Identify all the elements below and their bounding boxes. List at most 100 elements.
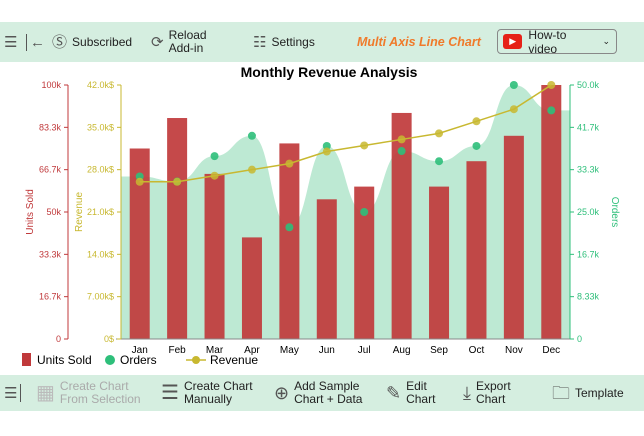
revenue-tick-label: 28.0k$ (87, 165, 114, 175)
revenue-tick-label: 14.0k$ (87, 249, 114, 259)
revenue-point-Mar (210, 171, 219, 180)
label: Template (575, 385, 624, 400)
edit-chart-button[interactable]: ✎ Edit Chart (386, 380, 435, 406)
create-manually-button[interactable]: ☰ Create Chart Manually (161, 380, 253, 406)
howto-label: How-to video (528, 27, 567, 56)
units-tick-label: 33.3k (39, 249, 62, 259)
revenue-tick-label: 21.0k$ (87, 207, 114, 217)
units-bar-Sep (429, 186, 450, 339)
template-icon: 🗀 (552, 382, 570, 403)
units-tick-label: 66.7k (39, 165, 62, 175)
revenue-tick-label: 42.0k$ (87, 80, 114, 90)
orders-point-Nov (509, 81, 518, 89)
orders-tick-label: 25.0k (577, 207, 600, 217)
revenue-point-Apr (247, 165, 256, 174)
revenue-point-Jan (135, 177, 144, 186)
units-tick-label: 0 (56, 334, 61, 344)
orders-point-Jun (322, 141, 331, 150)
revenue-point-Dec (547, 81, 556, 89)
revenue-point-Sep (435, 129, 444, 138)
units-bar-Nov (503, 135, 524, 339)
revenue-point-Feb (173, 177, 182, 186)
label: Chart (475, 392, 506, 406)
youtube-icon: ▶ (503, 34, 523, 49)
create-from-selection-button[interactable]: ▦ Create Chart From Selection (36, 380, 141, 406)
units-bar-Apr (241, 237, 262, 339)
x-tick-label: Oct (469, 345, 485, 356)
orders-point-May (285, 223, 294, 232)
orders-tick-label: 8.33k (577, 292, 600, 302)
units-bar-Oct (466, 161, 487, 339)
units-tick-label: 50k (46, 207, 61, 217)
chart: Monthly Revenue Analysis Jan Feb Mar Apr May J… (22, 64, 620, 367)
revenue-point-Jun (322, 147, 331, 156)
dollar-circle-icon: Ⓢ (52, 33, 68, 51)
addin-label: Add-in (168, 41, 204, 55)
x-tick-label: Feb (169, 345, 187, 356)
orders-tick-label: 16.7k (577, 249, 600, 259)
legend-revenue-swatch (192, 356, 200, 364)
legend-revenue-label: Revenue (210, 353, 258, 367)
reload-icon: ⟳ (151, 33, 164, 51)
settings-button[interactable]: ☷ Settings (253, 33, 315, 51)
units-tick-label: 83.3k (39, 122, 62, 132)
sample-chart-icon: ⊕ (274, 382, 290, 403)
revenue-point-Nov (509, 105, 518, 114)
label: Create Chart (183, 379, 253, 393)
revenue-point-Jul (360, 141, 369, 150)
revenue-axis-title: Revenue (74, 192, 85, 232)
sliders-icon: ☷ (253, 33, 267, 51)
label: Chart + Data (294, 392, 363, 406)
orders-area (121, 85, 570, 339)
reload-label: Reload (168, 28, 207, 42)
x-tick-label: Jul (358, 345, 371, 356)
x-tick-label: Mar (206, 345, 224, 356)
units-tick-label: 100k (41, 80, 61, 90)
x-tick-label: Jun (319, 345, 335, 356)
orders-tick-label: 50.0k (577, 80, 600, 90)
x-tick-label: Aug (393, 345, 411, 356)
revenue-line (139, 84, 552, 183)
orders-point-Aug (397, 147, 406, 156)
template-button[interactable]: 🗀 Template (552, 382, 624, 403)
x-tick-label: Nov (505, 345, 523, 356)
bottom-toolbar: ☰ ▦ Create Chart From Selection ☰ Create Ch… (0, 375, 644, 411)
orders-point-Sep (435, 157, 444, 166)
legend-units-swatch (22, 353, 31, 366)
settings-label: Settings (271, 34, 315, 49)
app-title: Multi Axis Line Chart (357, 35, 481, 49)
units-tick-label: 16.7k (39, 292, 62, 302)
export-chart-button[interactable]: ⤓ Export Chart (463, 380, 511, 406)
add-sample-button[interactable]: ⊕ Add Sample Chart + Data (274, 380, 362, 406)
label: From Selection (59, 392, 141, 406)
top-toolbar: ☰ ← Ⓢ Subscribed ⟳ Reload Add-in ☷ Settings … (0, 22, 644, 62)
label: Add Sample (294, 379, 360, 393)
subscribed-button[interactable]: Ⓢ Subscribed (52, 33, 132, 51)
x-tick-label: Jan (132, 345, 148, 356)
legend-units-label: Units Sold (37, 353, 92, 367)
export-icon: ⤓ (463, 382, 471, 403)
chevron-down-icon: ⌄ (602, 36, 610, 46)
back-arrow-icon[interactable]: ← (26, 33, 45, 51)
howto-video-dropdown[interactable]: ▶ How-to video ⌄ (497, 27, 617, 56)
units-bar-Mar (204, 173, 225, 339)
orders-axis-title: Orders (609, 197, 620, 228)
legend-orders-label: Orders (120, 353, 157, 367)
edit-chart-icon: ✎ (386, 382, 402, 403)
orders-tick-label: 0 (577, 334, 582, 344)
reload-addin-button[interactable]: ⟳ Reload Add-in (151, 29, 207, 55)
menu-icon[interactable]: ☰ (4, 34, 18, 51)
x-tick-label: May (280, 345, 299, 356)
orders-point-Mar (210, 152, 219, 161)
form-icon: ☰ (161, 381, 179, 404)
label: Edit (406, 379, 427, 393)
label: Create Chart (59, 379, 129, 393)
label: Export (475, 379, 511, 393)
x-tick-label: Apr (244, 345, 260, 356)
units-bar-Dec (541, 85, 562, 339)
units-axis-title: Units Sold (25, 189, 36, 235)
legend-orders-swatch (105, 355, 115, 365)
units-bar-May (279, 143, 300, 339)
table-icon: ▦ (36, 381, 55, 404)
menu-icon[interactable]: ☰ (4, 384, 22, 402)
